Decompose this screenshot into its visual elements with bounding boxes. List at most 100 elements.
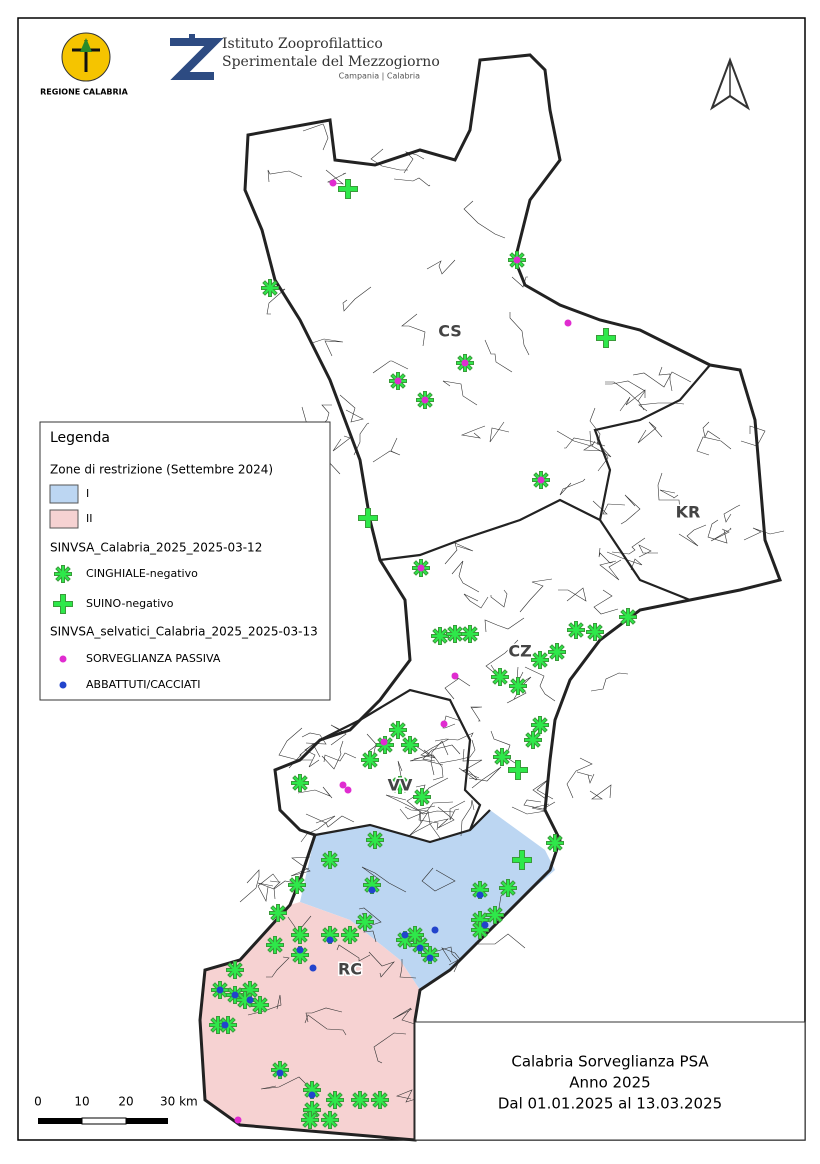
star-arm [323,928,337,942]
border-line [409,743,444,766]
star-arm [353,1093,367,1107]
boar-point [269,904,287,922]
province-label: RC [338,960,362,979]
border-line [511,276,528,288]
sample-point [513,256,521,264]
border-line [564,437,606,449]
border-line [433,946,459,966]
star-arm [238,993,252,1007]
sample-point [401,931,409,939]
star-arm [533,653,547,667]
star-arm [263,281,277,295]
sample-point [476,891,484,899]
legend: Legenda Zone di restrizione (Settembre 2… [39,421,331,701]
border-line [321,740,344,770]
border-line [395,1089,420,1103]
border-line [589,784,612,800]
boar-point [619,608,637,626]
star-arm [621,610,635,624]
border-line [524,666,556,702]
border-line [297,786,333,799]
sample-point [234,1116,242,1124]
star-arm [495,750,509,764]
border-line [470,706,483,722]
star-arm [569,623,583,637]
border-line [393,177,431,187]
star-arm [488,908,502,922]
sample-point [368,886,376,894]
border-line [426,259,456,275]
boar-point [226,961,244,979]
border-line [606,551,643,571]
border-line [449,800,466,821]
boar-point [288,876,306,894]
sample-point [309,964,317,972]
border-line [658,366,673,392]
star-arm [588,625,602,639]
border-line [325,169,347,185]
boar-point [291,926,309,944]
legend-group: Zone di restrizione (Settembre 2024) [50,463,273,477]
border-line [463,593,489,609]
star-arm [415,790,429,804]
border-line [336,944,371,962]
star-arm [323,1113,337,1127]
sample-point [564,319,572,327]
border-line [702,421,721,440]
border-line [657,472,681,513]
institute-name: Istituto Zooprofilattico [222,36,383,52]
border-line [558,587,587,602]
sample-point [326,936,334,944]
star-arm [293,948,307,962]
border-line [267,169,303,183]
border-line [710,527,732,542]
boar-point [491,668,509,686]
star-arm [228,963,242,977]
border-line [373,1032,407,1064]
sample-point [296,946,304,954]
boar-point [366,831,384,849]
sample-point [344,786,352,794]
border-line [372,360,409,374]
sample-point [481,921,489,929]
star-arm [343,928,357,942]
boar-point [261,279,279,297]
boar-point [567,621,585,639]
border-line [490,589,508,608]
border-line [590,672,629,692]
map-title: Anno 2025 [569,1074,650,1092]
star-arm [391,723,405,737]
star-arm [368,833,382,847]
border-line [342,286,372,312]
border-line [305,1007,343,1023]
border-line [266,288,286,315]
boar-point [321,1111,339,1129]
boar-point [341,926,359,944]
pig-point [513,851,531,869]
border-line [266,956,290,978]
survey-points [209,179,637,1129]
border-line [372,437,401,463]
border-line [288,743,321,769]
sample-point [421,396,429,404]
boar-point [509,677,527,695]
border-line [519,578,553,613]
province-label: CS [438,322,462,341]
boar-point [209,1016,227,1034]
boar-point [291,946,309,964]
sample-point [440,720,448,728]
star-arm [328,1093,342,1107]
legend-item: ABBATTUTI/CACCIATI [86,678,201,691]
border-line [484,339,513,373]
legend-item: SORVEGLIANZA PASSIVA [86,652,221,665]
boar-point [524,731,542,749]
border-line [433,806,455,829]
border-line [399,959,417,979]
border-line [370,148,408,171]
border-line [556,430,592,447]
border-line [239,869,260,903]
boar-point [586,623,604,641]
province-label: CZ [508,642,531,661]
star-arm [293,776,307,790]
sample-point [394,377,402,385]
